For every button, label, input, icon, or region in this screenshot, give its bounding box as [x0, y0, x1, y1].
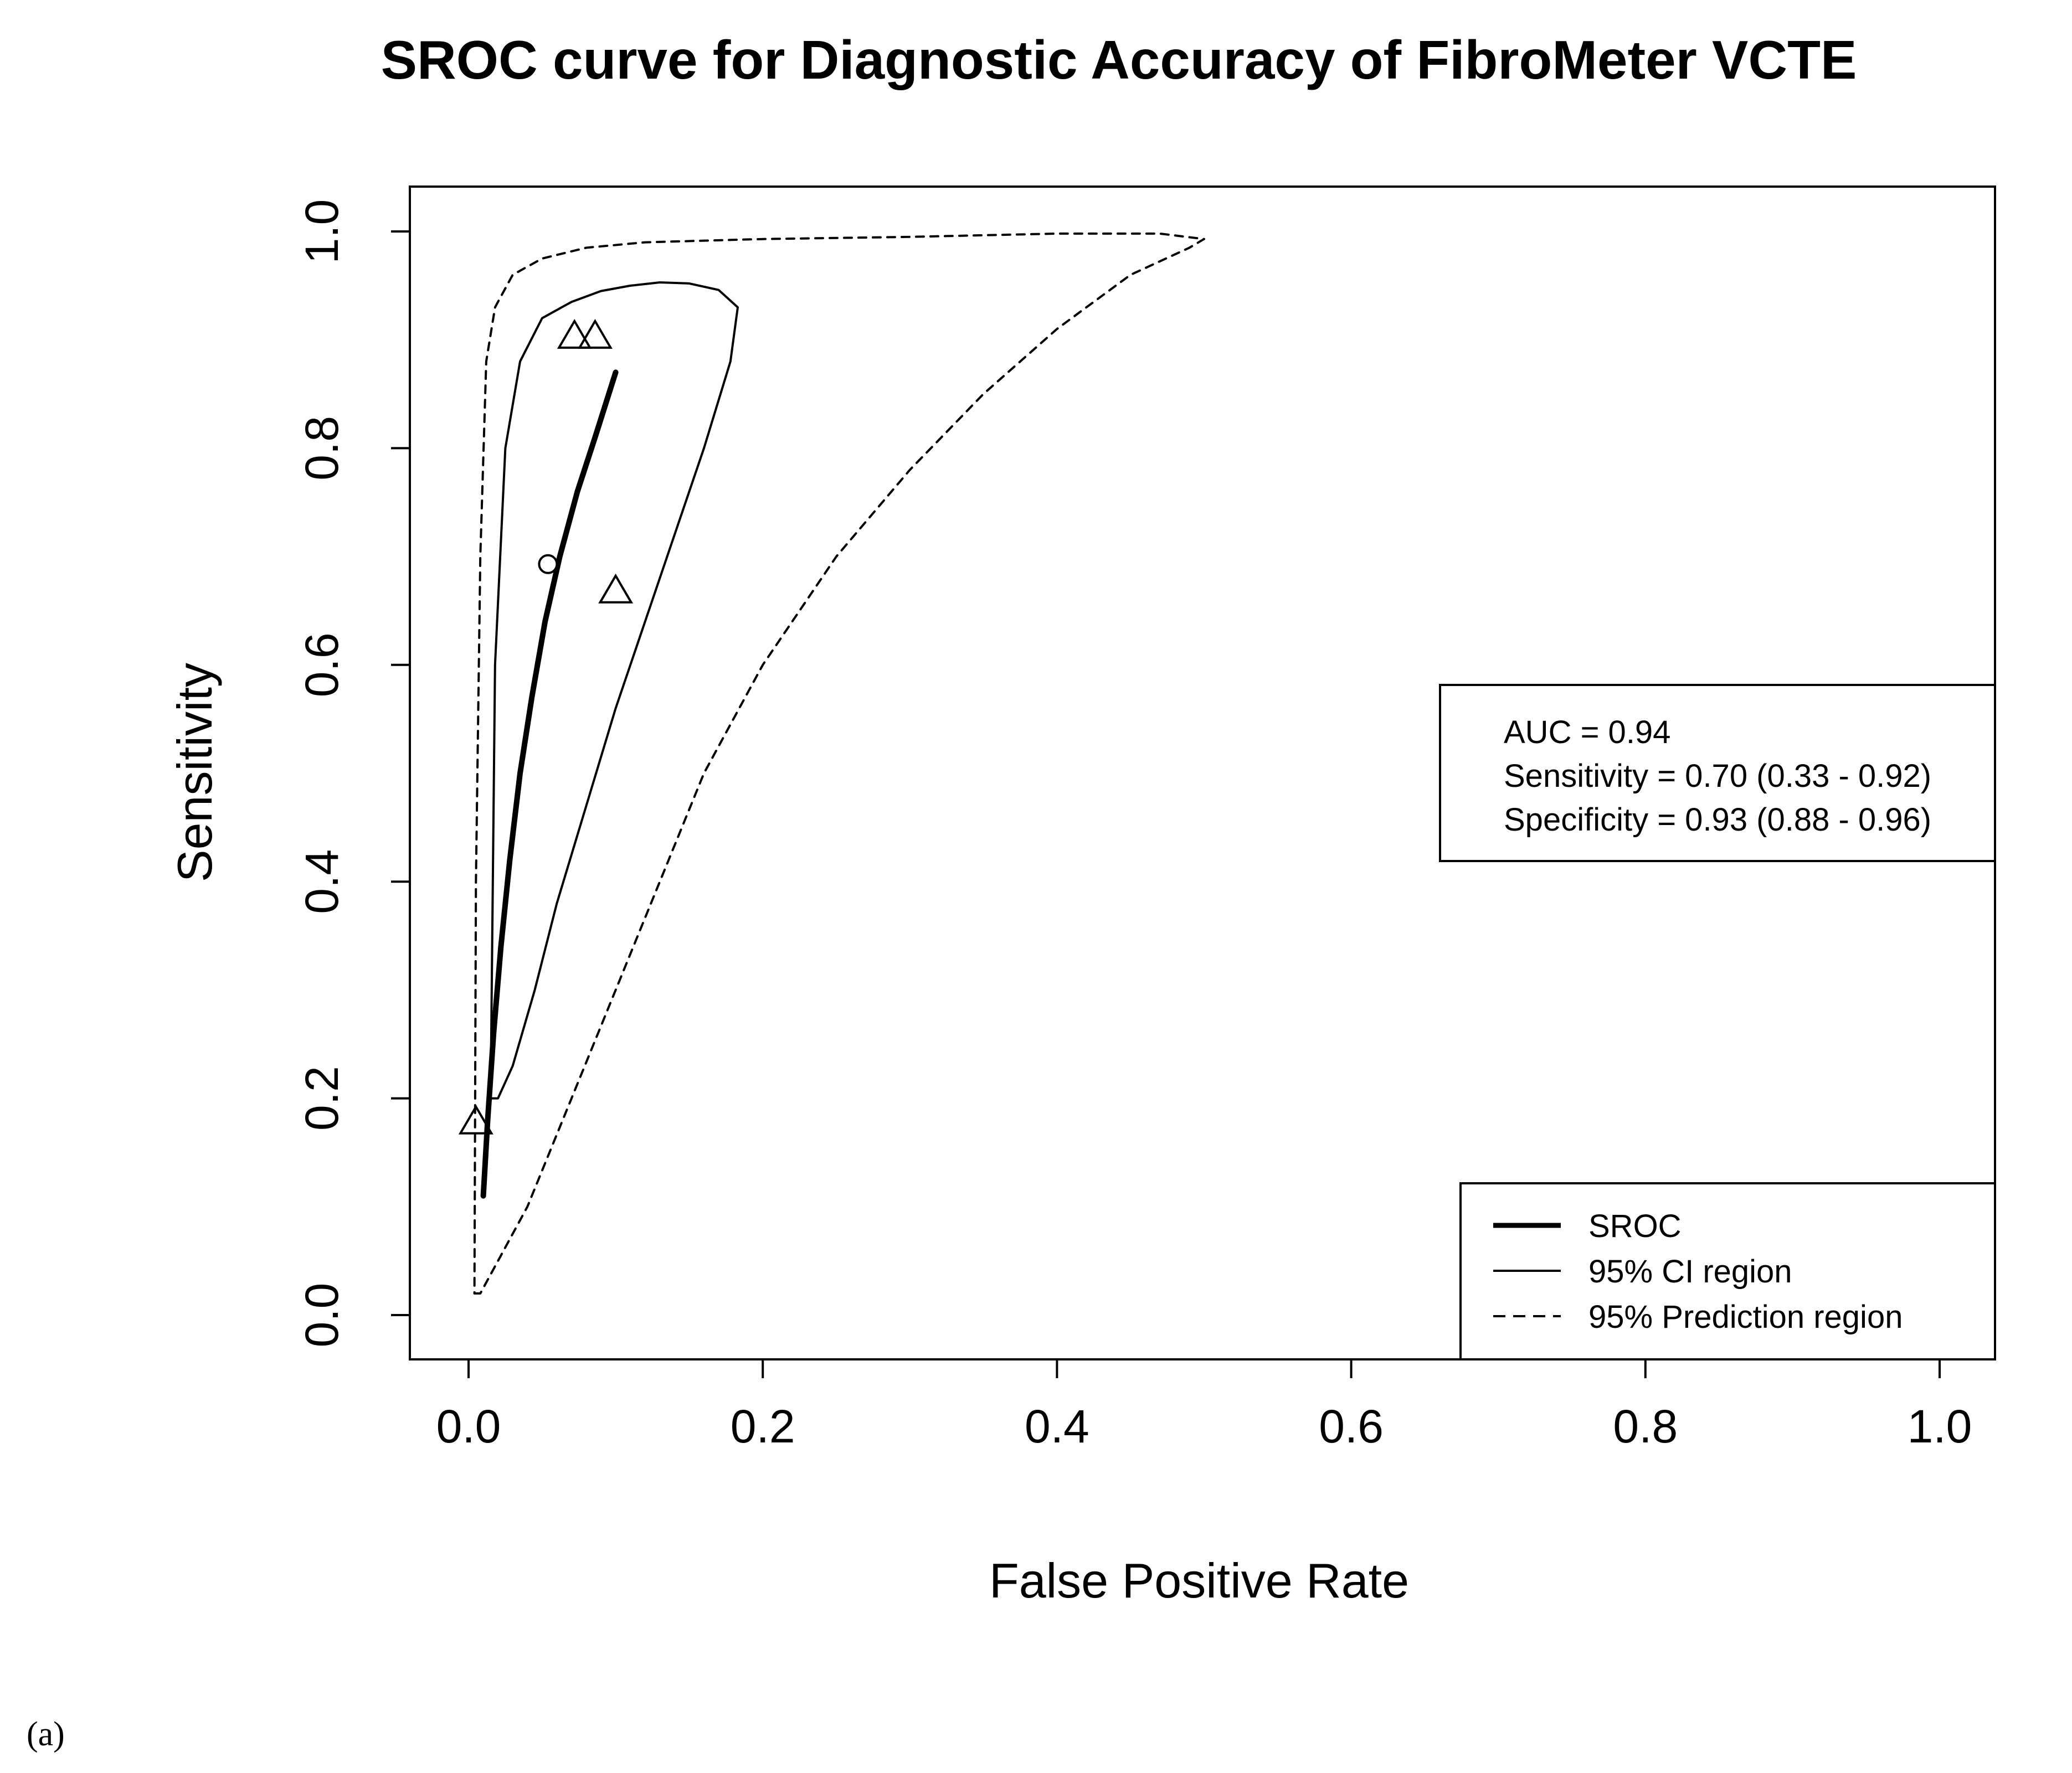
stats-box: AUC = 0.94 Sensitivity = 0.70 (0.33 - 0.…: [1439, 684, 1996, 862]
x-axis-label: False Positive Rate: [989, 1553, 1409, 1608]
sroc-curve: [480, 369, 619, 1199]
legend-label-ci: 95% CI region: [1588, 1254, 1792, 1290]
stats-sensitivity: Sensitivity = 0.70 (0.33 - 0.92): [1504, 758, 1931, 794]
x-tick-label: 0.4: [1025, 1400, 1089, 1452]
series-layer: [473, 232, 1205, 1295]
study-point-triangle: [458, 1104, 493, 1135]
study-point-triangle: [577, 318, 613, 349]
stats-box-frame: [1439, 684, 1996, 862]
summary-point: [538, 554, 558, 574]
y-tick-label: 0.6: [296, 632, 348, 697]
x-tick-label: 0.2: [731, 1400, 795, 1452]
study-point-triangle: [557, 318, 592, 349]
x-tick-label: 1.0: [1908, 1400, 1972, 1452]
y-tick-label: 0.2: [296, 1066, 348, 1131]
prediction-region: [473, 232, 1205, 1295]
stats-auc: AUC = 0.94: [1504, 714, 1670, 750]
y-axis-label: Sensitivity: [167, 663, 222, 882]
x-tick-label: 0.0: [436, 1400, 501, 1452]
legend-label-prediction: 95% Prediction region: [1588, 1299, 1903, 1335]
x-axis: 0.0 0.2 0.4 0.6 0.8 1.0: [436, 1358, 1972, 1452]
panel-label: (a): [27, 1715, 65, 1753]
y-tick-label: 0.0: [296, 1283, 348, 1348]
y-axis: 0.0 0.2 0.4 0.6 0.8 1.0: [296, 199, 411, 1348]
y-tick-label: 0.4: [296, 849, 348, 914]
study-point-triangle: [598, 573, 634, 604]
legend: SROC 95% CI region 95% Prediction region: [1459, 1182, 1996, 1360]
ci-region: [489, 281, 739, 1100]
chart-title: SROC curve for Diagnostic Accuracy of Fi…: [381, 29, 1857, 90]
x-tick-label: 0.8: [1613, 1400, 1678, 1452]
y-tick-label: 1.0: [296, 199, 348, 264]
x-tick-label: 0.6: [1319, 1400, 1384, 1452]
y-tick-label: 0.8: [296, 416, 348, 481]
legend-label-sroc: SROC: [1588, 1208, 1682, 1244]
stats-specificity: Specificity = 0.93 (0.88 - 0.96): [1504, 802, 1931, 838]
study-markers: [458, 318, 634, 1135]
